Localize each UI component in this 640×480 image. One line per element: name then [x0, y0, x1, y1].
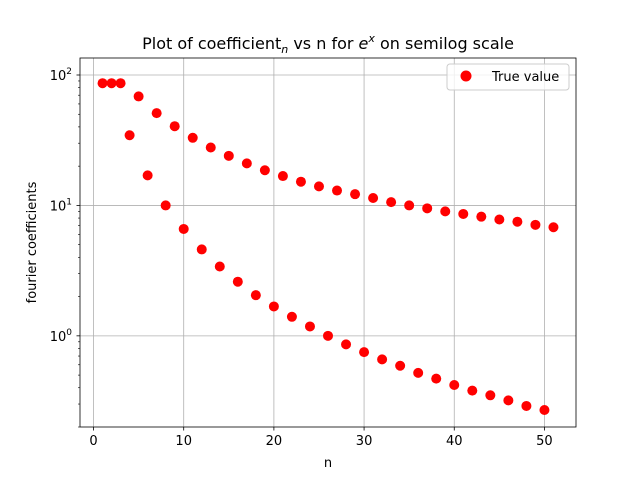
y-axis-label: fourier coefficients	[25, 181, 40, 303]
data-point	[458, 208, 469, 219]
data-point	[503, 395, 514, 406]
data-point	[548, 222, 559, 233]
legend-marker	[460, 70, 472, 82]
title-suffix: on semilog scale	[375, 34, 514, 53]
data-point	[241, 158, 252, 169]
data-points	[97, 78, 559, 416]
data-point	[377, 354, 388, 365]
y-tick-base: 10	[50, 330, 67, 345]
data-point	[304, 321, 315, 332]
data-point	[223, 150, 234, 161]
x-axis-label: n	[324, 456, 332, 471]
x-tick-label: 10	[175, 434, 192, 449]
data-point	[277, 171, 288, 182]
y-tick-base: 10	[50, 69, 67, 84]
data-point	[341, 339, 352, 350]
data-point	[178, 223, 189, 234]
data-point	[124, 130, 135, 141]
data-point	[512, 216, 523, 227]
data-point	[359, 347, 370, 358]
data-point	[196, 244, 207, 255]
data-point	[268, 301, 279, 312]
data-point	[431, 373, 442, 384]
data-point	[395, 360, 406, 371]
data-point	[530, 219, 541, 230]
data-point	[160, 200, 171, 211]
legend: True value	[446, 63, 570, 91]
data-point	[332, 185, 343, 196]
data-point	[151, 108, 162, 119]
data-point	[539, 405, 550, 416]
y-tick-label: 100	[50, 328, 73, 345]
x-tick-label: 0	[89, 434, 97, 449]
data-point	[476, 211, 487, 222]
data-point	[187, 132, 198, 143]
data-point	[422, 203, 433, 214]
data-point	[295, 176, 306, 187]
title-base: e	[359, 34, 369, 53]
data-point	[250, 290, 261, 301]
title-middle: vs n for	[288, 34, 358, 53]
data-point	[106, 78, 117, 89]
data-point	[386, 197, 397, 208]
chart-title: Plot of coefficientn vs n for ex on semi…	[142, 32, 514, 56]
data-point	[449, 379, 460, 390]
data-point	[323, 330, 333, 341]
x-axis-ticks: 0 10 20 30 40 50	[89, 427, 553, 449]
data-point	[205, 142, 216, 153]
x-tick-label: 20	[266, 434, 283, 449]
title-superscript: x	[367, 32, 375, 45]
data-point	[467, 385, 478, 396]
data-point	[485, 390, 496, 401]
x-tick-label: 30	[356, 434, 373, 449]
data-point	[142, 170, 153, 181]
data-point	[521, 400, 532, 411]
y-tick-exponent: 0	[66, 328, 72, 338]
y-tick-label: 101	[50, 197, 72, 214]
data-point	[115, 78, 126, 89]
data-point	[259, 165, 270, 176]
data-point	[214, 261, 225, 272]
y-tick-label: 102	[50, 67, 72, 84]
x-tick-label: 50	[536, 434, 553, 449]
legend-box	[446, 63, 570, 91]
data-point	[169, 121, 180, 132]
data-point	[232, 276, 243, 287]
data-point	[286, 311, 297, 322]
data-point	[368, 192, 379, 203]
y-tick-exponent: 2	[66, 67, 72, 77]
data-point	[313, 181, 324, 192]
title-subscript: n	[281, 43, 288, 56]
data-point	[404, 200, 415, 211]
data-point	[97, 78, 108, 89]
data-point	[350, 189, 361, 200]
data-point	[494, 214, 505, 225]
x-tick-label: 40	[446, 434, 463, 449]
y-tick-base: 10	[50, 199, 67, 214]
data-point	[440, 206, 451, 217]
plot-area	[79, 57, 577, 428]
title-prefix: Plot of coefficient	[142, 34, 281, 53]
legend-label: True value	[491, 70, 559, 85]
data-point	[133, 91, 144, 102]
y-tick-exponent: 1	[66, 197, 72, 207]
data-point	[413, 367, 424, 378]
